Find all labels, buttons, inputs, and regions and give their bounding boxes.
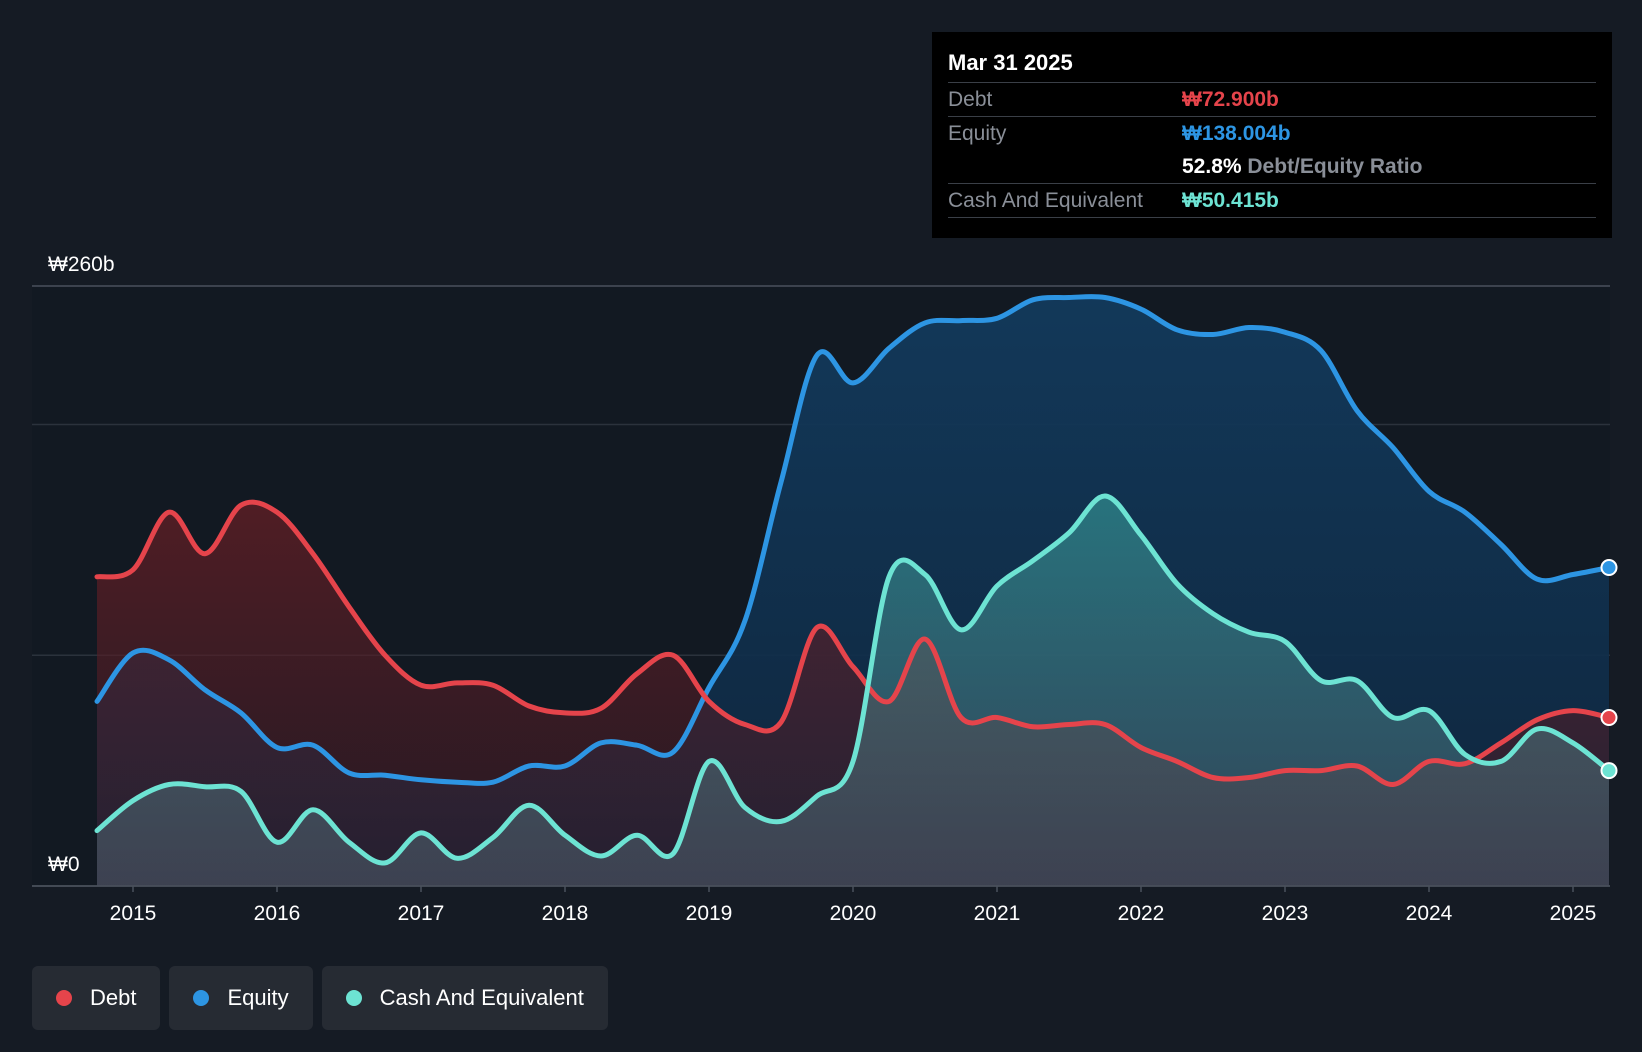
- x-tick-label: 2015: [110, 902, 157, 925]
- x-tick-label: 2017: [398, 902, 445, 925]
- series-lines: [94, 294, 1612, 866]
- tooltip-debt-row: Debt ₩72.900b: [948, 82, 1596, 116]
- legend-item-cash[interactable]: Cash And Equivalent: [321, 966, 608, 1030]
- legend-label-cash: Cash And Equivalent: [379, 985, 584, 1010]
- cash-and-equivalent-end-marker: [1600, 762, 1618, 780]
- tooltip-equity-label: Equity: [948, 122, 1007, 145]
- x-axis: 2015 2016 2017 2018 2019 2020 2021 2022 2023 2024…: [32, 885, 1610, 925]
- tooltip-date: Mar 31 2025: [948, 50, 1073, 75]
- x-tick-label: 2019: [686, 902, 733, 925]
- x-tick-label: 2023: [1262, 902, 1309, 925]
- cash-and-equivalent-line: [94, 493, 1612, 866]
- series-areas: [97, 296, 1609, 887]
- legend-label-equity: Equity: [227, 985, 289, 1010]
- y-tick-label: ₩0: [48, 853, 80, 876]
- legend-dot-icon: [193, 990, 210, 1006]
- legend-dot-icon: [56, 990, 72, 1006]
- end-markers: [1600, 559, 1618, 780]
- tooltip-ratio: 52.8% Debt/Equity Ratio: [1182, 150, 1422, 183]
- tooltip-debt-label: Debt: [948, 88, 993, 111]
- tooltip-cash-label: Cash And Equivalent: [948, 189, 1143, 212]
- legend-dot-icon: [345, 990, 362, 1006]
- equity-end-marker: [1600, 559, 1618, 577]
- y-tick-label: ₩260b: [48, 253, 115, 276]
- legend-item-equity[interactable]: Equity: [169, 966, 313, 1030]
- y-axis-labels: ₩260b ₩0: [48, 253, 115, 876]
- chart-legend: Debt Equity Cash And Equivalent: [32, 966, 608, 1030]
- tooltip-cash-value: ₩50.415b: [1182, 189, 1279, 212]
- tooltip-ratio-row: 52.8% Debt/Equity Ratio: [948, 150, 1596, 183]
- x-tick-label: 2021: [974, 902, 1021, 925]
- x-tick-label: 2020: [830, 902, 877, 925]
- debt-line: [94, 499, 1612, 787]
- tooltip-ratio-label: Debt/Equity Ratio: [1247, 155, 1423, 178]
- legend-item-debt[interactable]: Debt: [32, 966, 161, 1030]
- x-tick-label: 2022: [1118, 902, 1165, 925]
- tooltip-equity-value: ₩138.004b: [1182, 122, 1291, 145]
- x-tick-label: 2024: [1406, 902, 1453, 925]
- debt-end-marker: [1600, 709, 1618, 727]
- cash-and-equivalent-area: [97, 495, 1609, 886]
- tooltip-ratio-value: 52.8%: [1182, 155, 1242, 178]
- tooltip-equity-row: Equity ₩138.004b: [948, 116, 1596, 150]
- equity-line: [94, 294, 1612, 786]
- tooltip-debt-value: ₩72.900b: [1182, 88, 1279, 111]
- tooltip-panel: Mar 31 2025 Debt ₩72.900b Equity ₩138.00…: [932, 32, 1612, 238]
- x-tick-label: 2018: [542, 902, 589, 925]
- x-tick-label: 2016: [254, 902, 301, 925]
- tooltip-cash-row: Cash And Equivalent ₩50.415b: [948, 183, 1596, 218]
- legend-label-debt: Debt: [90, 985, 137, 1010]
- x-tick-label: 2025: [1550, 902, 1597, 925]
